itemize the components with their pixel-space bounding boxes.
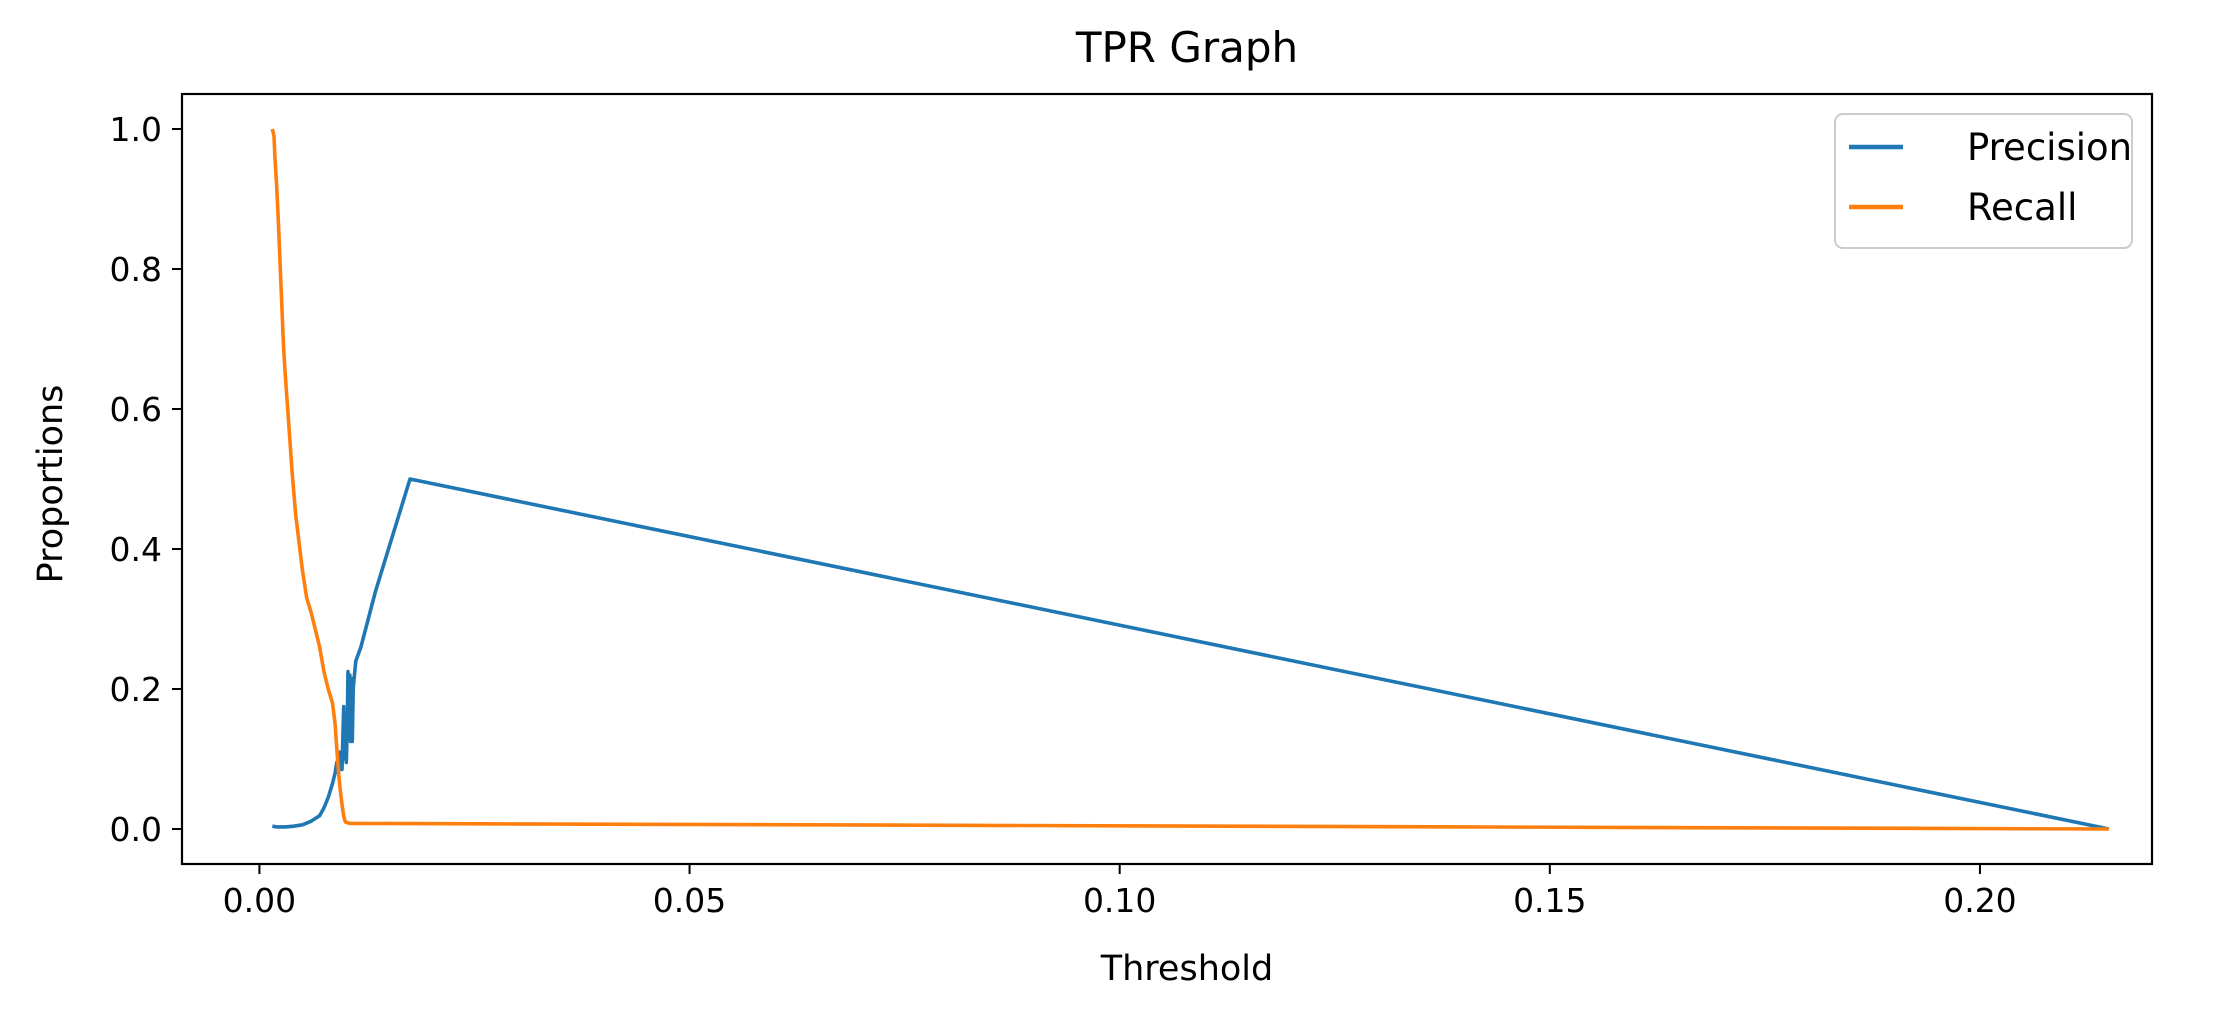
y-tick-label: 0.4 xyxy=(110,530,162,569)
plot-frame xyxy=(180,92,2154,866)
chart-title: TPR Graph xyxy=(1075,23,1298,72)
legend-label-precision: Precision xyxy=(1967,126,2132,169)
y-tick-label: 0.6 xyxy=(110,390,162,429)
y-tick-label: 1.0 xyxy=(110,110,162,149)
x-tick-label: 0.05 xyxy=(653,881,726,920)
y-axis-label: Proportions xyxy=(31,385,71,584)
y-tick-label: 0.2 xyxy=(110,670,162,709)
x-tick-label: 0.00 xyxy=(223,881,296,920)
x-tick-label: 0.15 xyxy=(1513,881,1586,920)
x-axis-label: Threshold xyxy=(1100,949,1274,989)
series-layer xyxy=(270,128,2110,831)
y-axis: 0.0 0.2 0.4 0.6 0.8 1.0 xyxy=(110,110,182,849)
x-tick-label: 0.10 xyxy=(1083,881,1156,920)
y-tick-label: 0.0 xyxy=(110,810,162,849)
series-line-precision xyxy=(272,477,2110,831)
legend-label-recall: Recall xyxy=(1967,186,2077,229)
x-tick-label: 0.20 xyxy=(1943,881,2016,920)
y-tick-label: 0.8 xyxy=(110,250,162,289)
series-line-recall xyxy=(270,128,2110,831)
legend-box xyxy=(1834,113,2133,249)
legend: Precision Recall xyxy=(1834,113,2133,249)
x-axis: 0.00 0.05 0.10 0.15 0.20 xyxy=(223,864,2017,920)
